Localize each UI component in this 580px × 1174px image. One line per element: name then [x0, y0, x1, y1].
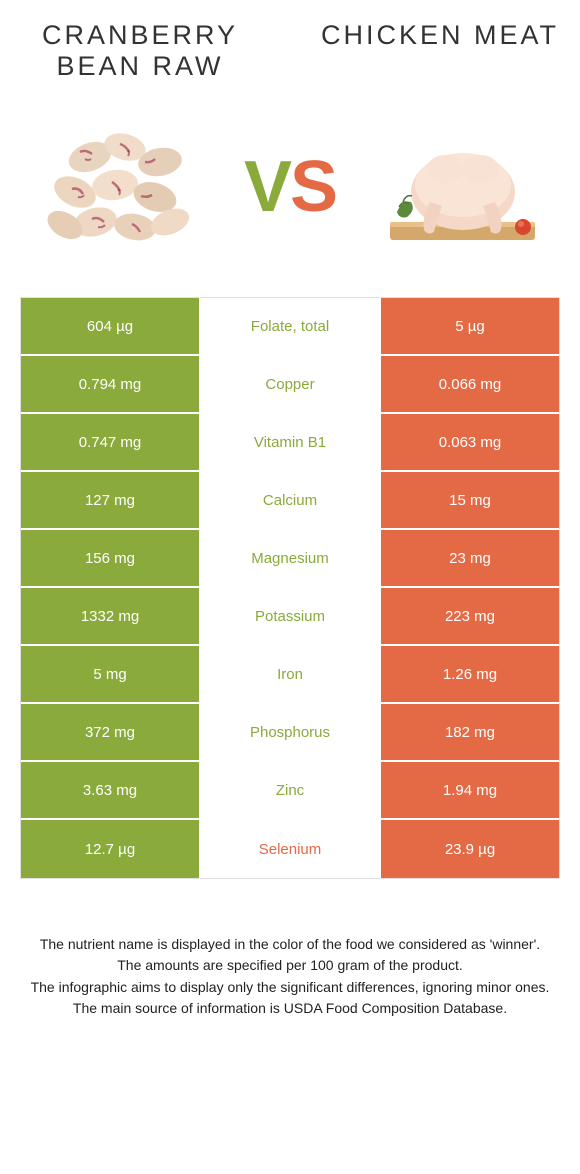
- food1-value: 372 mg: [21, 704, 201, 760]
- nutrient-name: Folate, total: [201, 298, 379, 354]
- food2-value: 1.94 mg: [379, 762, 559, 818]
- food1-value: 0.794 mg: [21, 356, 201, 412]
- food1-value: 604 µg: [21, 298, 201, 354]
- food1-value: 1332 mg: [21, 588, 201, 644]
- table-row: 604 µgFolate, total5 µg: [21, 298, 559, 356]
- titles-row: CRANBERRY BEAN RAW CHICKEN MEAT: [20, 20, 560, 82]
- nutrient-name: Vitamin B1: [201, 414, 379, 470]
- table-row: 3.63 mgZinc1.94 mg: [21, 762, 559, 820]
- chicken-meat-icon: [375, 107, 550, 267]
- nutrient-name: Copper: [201, 356, 379, 412]
- table-row: 127 mgCalcium15 mg: [21, 472, 559, 530]
- food2-value: 23 mg: [379, 530, 559, 586]
- food1-value: 156 mg: [21, 530, 201, 586]
- nutrient-name: Potassium: [201, 588, 379, 644]
- nutrient-name: Iron: [201, 646, 379, 702]
- food1-value: 127 mg: [21, 472, 201, 528]
- food2-value: 182 mg: [379, 704, 559, 760]
- table-row: 156 mgMagnesium23 mg: [21, 530, 559, 588]
- table-row: 0.747 mgVitamin B10.063 mg: [21, 414, 559, 472]
- food1-value: 0.747 mg: [21, 414, 201, 470]
- food1-image: [30, 107, 205, 267]
- nutrient-name: Magnesium: [201, 530, 379, 586]
- nutrient-name: Selenium: [201, 820, 379, 878]
- food2-value: 0.063 mg: [379, 414, 559, 470]
- table-row: 5 mgIron1.26 mg: [21, 646, 559, 704]
- footer-notes: The nutrient name is displayed in the co…: [20, 934, 560, 1019]
- footer-line-2: The amounts are specified per 100 gram o…: [25, 955, 555, 975]
- food2-title: CHICKEN MEAT: [320, 20, 560, 82]
- food2-image: [375, 107, 550, 267]
- food2-value: 5 µg: [379, 298, 559, 354]
- footer-line-3: The infographic aims to display only the…: [25, 977, 555, 997]
- footer-line-1: The nutrient name is displayed in the co…: [25, 934, 555, 954]
- table-row: 372 mgPhosphorus182 mg: [21, 704, 559, 762]
- food2-value: 15 mg: [379, 472, 559, 528]
- nutrient-name: Calcium: [201, 472, 379, 528]
- nutrient-name: Phosphorus: [201, 704, 379, 760]
- food2-value: 223 mg: [379, 588, 559, 644]
- food2-value: 1.26 mg: [379, 646, 559, 702]
- food1-title: CRANBERRY BEAN RAW: [20, 20, 260, 82]
- footer-line-4: The main source of information is USDA F…: [25, 998, 555, 1018]
- nutrient-name: Zinc: [201, 762, 379, 818]
- table-row: 1332 mgPotassium223 mg: [21, 588, 559, 646]
- food2-value: 0.066 mg: [379, 356, 559, 412]
- hero-row: VS: [20, 97, 560, 277]
- vs-v: V: [244, 146, 290, 228]
- table-row: 12.7 µgSelenium23.9 µg: [21, 820, 559, 878]
- food1-value: 5 mg: [21, 646, 201, 702]
- cranberry-beans-icon: [30, 107, 205, 267]
- food1-value: 3.63 mg: [21, 762, 201, 818]
- food2-value: 23.9 µg: [379, 820, 559, 878]
- food1-value: 12.7 µg: [21, 820, 201, 878]
- vs-s: S: [290, 146, 336, 228]
- table-row: 0.794 mgCopper0.066 mg: [21, 356, 559, 414]
- nutrient-table: 604 µgFolate, total5 µg0.794 mgCopper0.0…: [20, 297, 560, 879]
- vs-label: VS: [244, 146, 336, 228]
